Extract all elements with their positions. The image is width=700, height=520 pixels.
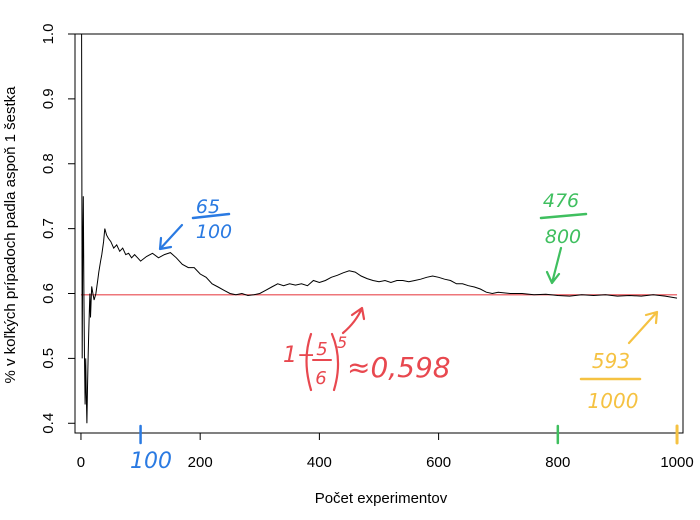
- x-tick-label: 200: [188, 454, 213, 471]
- annotation-green-denominator: 800: [545, 226, 581, 248]
- annotation-green: 476 800: [539, 190, 588, 445]
- annotation-blue-numerator: 65: [196, 196, 220, 218]
- y-axis: 0.4 0.5 0.6 0.7 0.8 0.9 1.0: [40, 24, 75, 434]
- series-line: [81, 33, 678, 424]
- annotation-yellow-arrow: [627, 310, 659, 345]
- plot-frame: [74, 33, 684, 434]
- annotation-red-arrow: [341, 306, 366, 335]
- x-tick-label: 1000: [660, 454, 693, 471]
- annotation-blue-x-label: 100: [130, 449, 172, 474]
- y-tick-label: 0.9: [40, 88, 57, 109]
- annotation-red-approx-value: ≈0,598: [347, 351, 451, 384]
- annotation-green-numerator: 476: [543, 190, 579, 212]
- annotation-yellow-numerator: 593: [592, 349, 630, 373]
- annotation-blue-arrow: [158, 223, 184, 251]
- annotation-blue-fraction-bar: [191, 212, 231, 220]
- annotation-yellow-denominator: 1000: [588, 389, 639, 413]
- annotation-red-frac-denominator: 6: [315, 368, 326, 389]
- annotation-red-prefix: 1−: [283, 343, 315, 368]
- annotation-yellow: 593 1000: [579, 310, 679, 445]
- annotation-red-right-paren: [330, 332, 340, 392]
- y-tick-label: 0.8: [40, 153, 57, 174]
- annotation-green-fraction-bar: [539, 212, 588, 220]
- annotation-red-formula: 1− 5 6 5 ≈0,598: [283, 306, 451, 392]
- annotation-red-exponent: 5: [337, 333, 347, 352]
- y-tick-label: 0.4: [40, 413, 57, 434]
- x-tick-label: 0: [77, 454, 85, 471]
- y-tick-label: 0.5: [40, 348, 57, 369]
- annotation-green-arrow: [545, 246, 563, 285]
- y-tick-label: 0.7: [40, 218, 57, 239]
- y-axis-title: % v koľkých prípadoch padla aspoň 1 šest…: [2, 86, 19, 384]
- annotation-red-frac-numerator: 5: [316, 339, 327, 360]
- x-tick-label: 600: [426, 454, 451, 471]
- annotation-blue-denominator: 100: [196, 221, 232, 243]
- x-tick-label: 800: [545, 454, 570, 471]
- x-axis: 0 200 400 600 800 1000: [77, 433, 694, 471]
- annotation-blue: 65 100: [139, 196, 232, 445]
- y-tick-label: 1.0: [40, 24, 57, 45]
- x-axis-title: Počet experimentov: [315, 490, 448, 507]
- y-tick-label: 0.6: [40, 283, 57, 304]
- annotation-red-left-paren: [305, 332, 313, 392]
- x-tick-label: 400: [307, 454, 332, 471]
